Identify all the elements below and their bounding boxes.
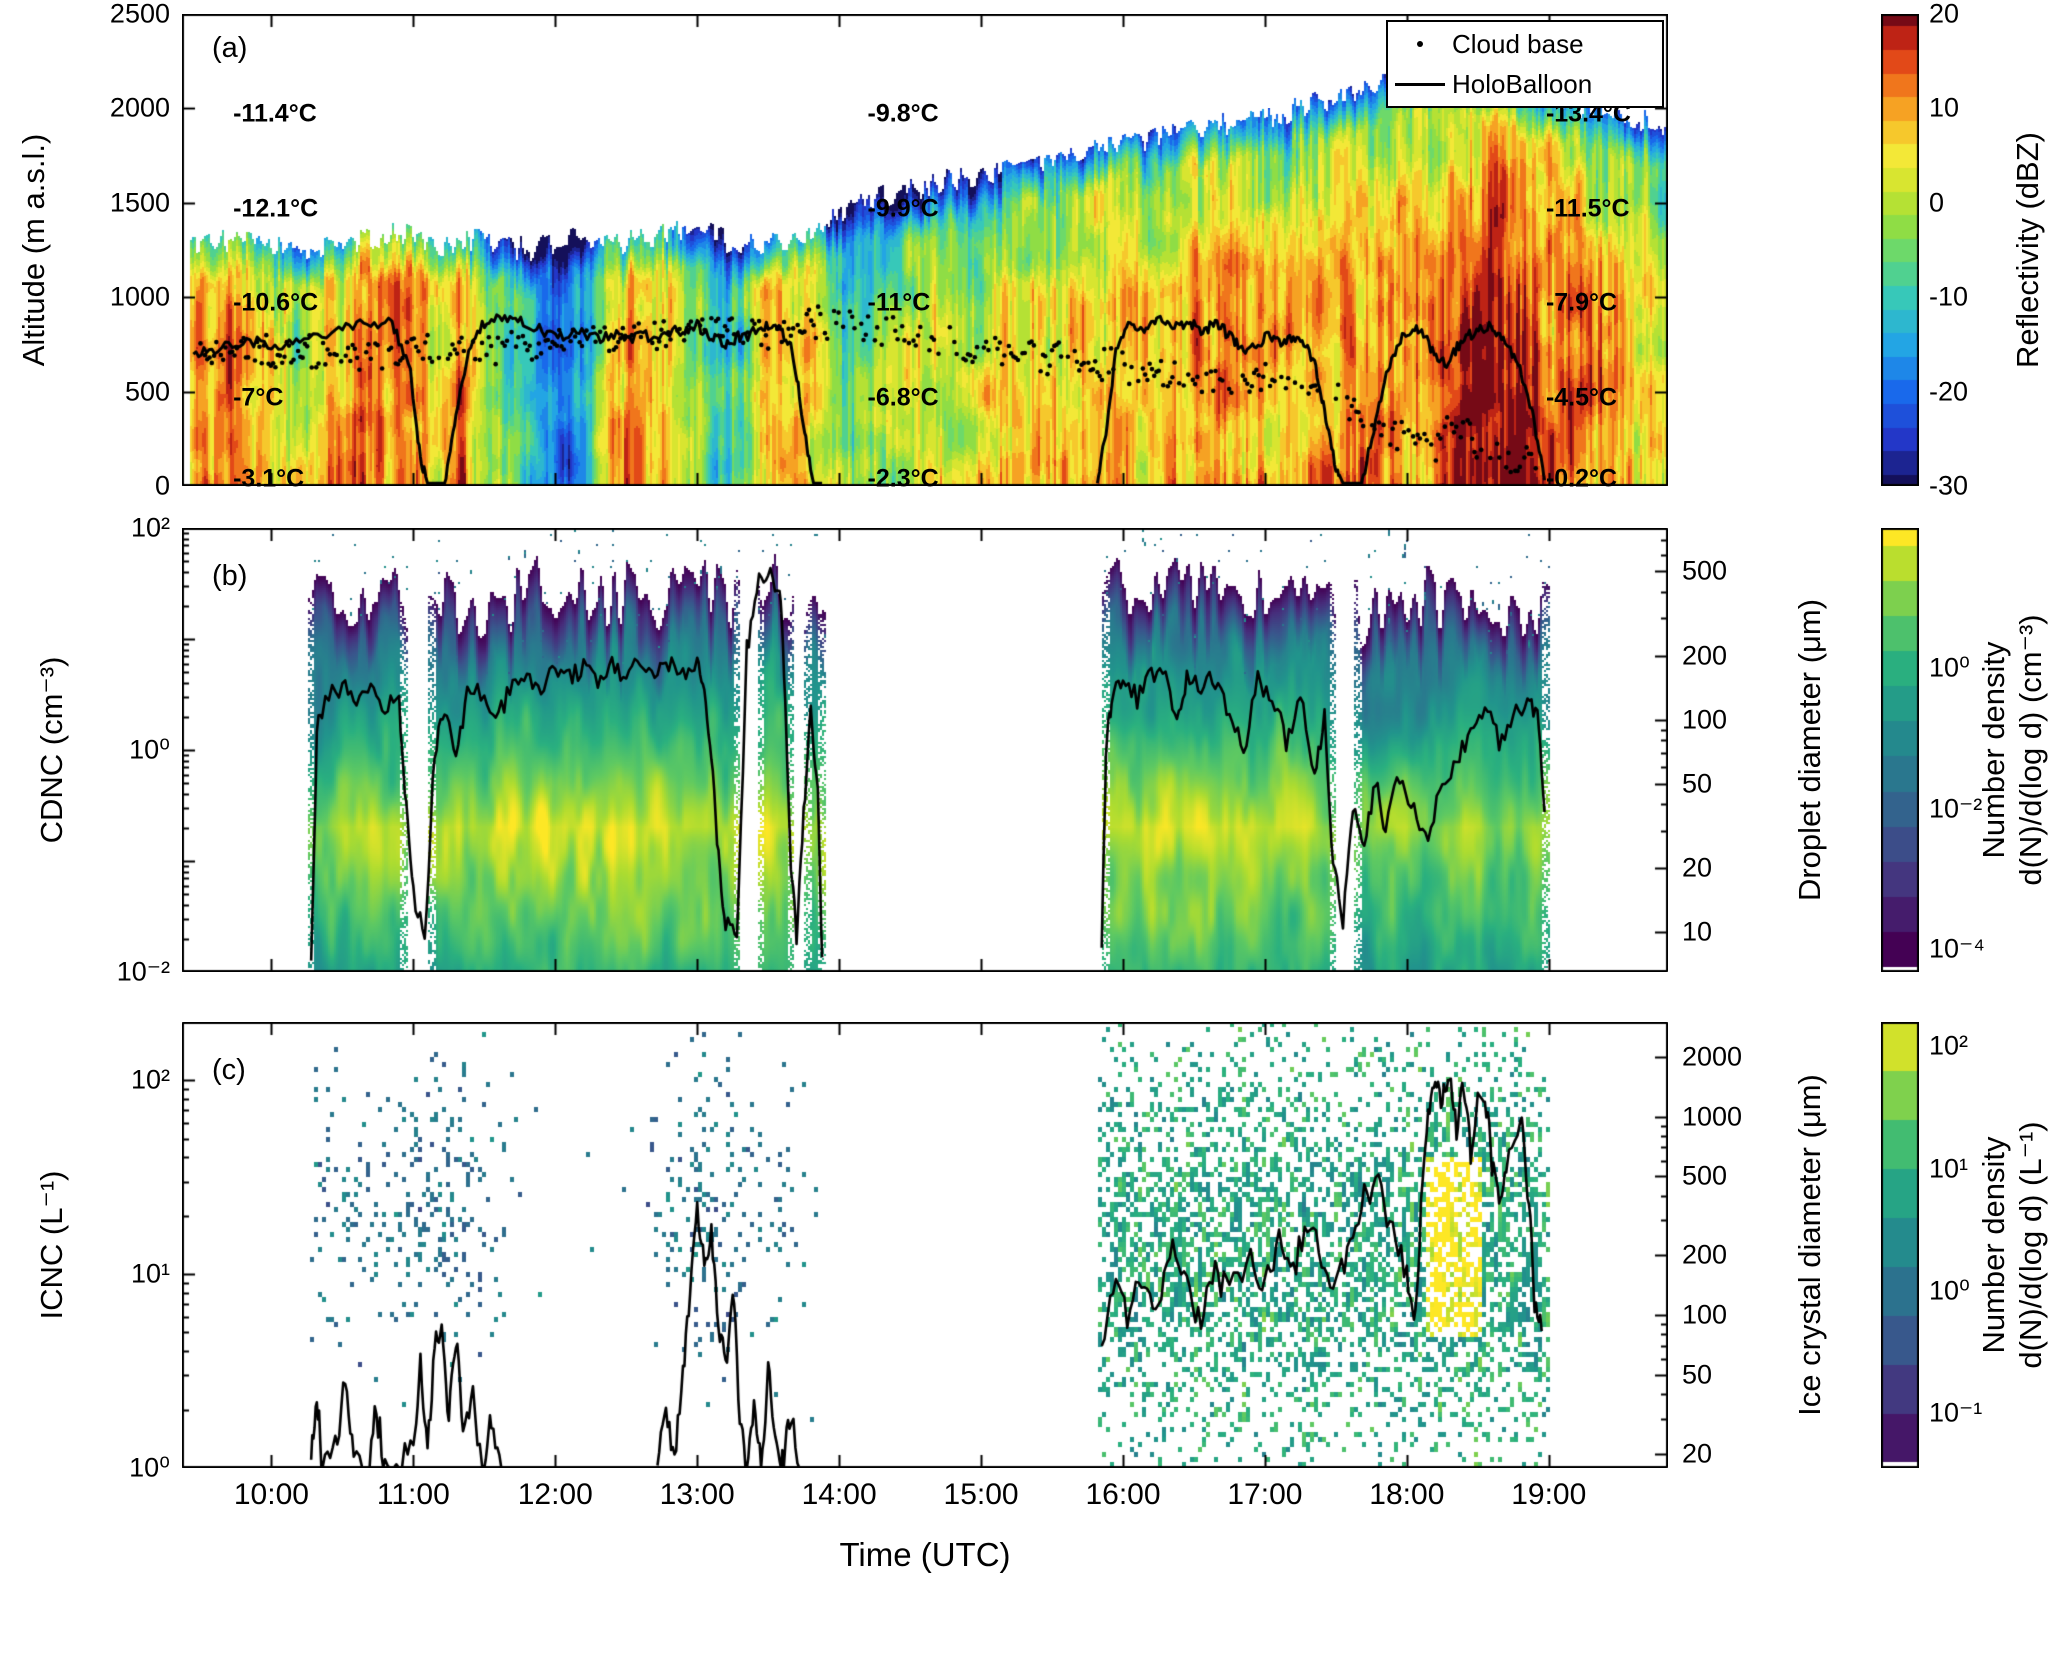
reflectivity-colorbar-tick-label: 0 bbox=[1929, 187, 1945, 218]
temperature-annotation: -3.1°C bbox=[233, 464, 305, 493]
ice-diameter-tick-label: 20 bbox=[1682, 1438, 1713, 1469]
ice-crystal-diameter-axis-label: Ice crystal diameter (μm) bbox=[1792, 1074, 1827, 1416]
droplet-diameter-tick-label: 500 bbox=[1682, 555, 1728, 586]
droplet-diameter-tick-label: 20 bbox=[1682, 852, 1713, 883]
panel-a-tag: (a) bbox=[212, 32, 248, 64]
icnc-tick-label: 10¹ bbox=[130, 1258, 170, 1289]
altitude-tick-label: 1500 bbox=[109, 187, 170, 218]
time-tick-label: 10:00 bbox=[233, 1478, 309, 1511]
droplet-colorbar-tick-label: 10⁻² bbox=[1929, 793, 1983, 824]
time-tick-label: 14:00 bbox=[801, 1478, 877, 1511]
ice-colorbar-label-line1: Number density bbox=[1976, 1136, 2011, 1354]
ice-crystal-distribution-heatmap bbox=[182, 1022, 1668, 1468]
time-tick-label: 15:00 bbox=[943, 1478, 1019, 1511]
time-axis-label: Time (UTC) bbox=[839, 1536, 1011, 1573]
temperature-annotation: -11.5°C bbox=[1545, 194, 1630, 223]
ice-colorbar-tick-label: 10² bbox=[1929, 1030, 1969, 1061]
ice-colorbar-tick-label: 10⁻¹ bbox=[1929, 1397, 1983, 1428]
ice-diameter-tick-label: 500 bbox=[1682, 1160, 1728, 1191]
reflectivity-colorbar-tick-label: 20 bbox=[1929, 0, 1960, 29]
droplet-distribution-heatmap bbox=[182, 528, 1668, 972]
ice-diameter-tick-label: 1000 bbox=[1682, 1101, 1743, 1132]
time-tick-label: 19:00 bbox=[1511, 1478, 1587, 1511]
droplet-colorbar-label-line2: d(N)/d(log d) (cm⁻³) bbox=[2013, 614, 2048, 886]
temperature-annotation: -7°C bbox=[233, 383, 284, 412]
reflectivity-colorbar-tick-label: 10 bbox=[1929, 92, 1960, 123]
time-tick-label: 12:00 bbox=[517, 1478, 593, 1511]
altitude-tick-label: 0 bbox=[154, 470, 170, 501]
reflectivity-colorbar-label: Reflectivity (dBZ) bbox=[2010, 132, 2045, 368]
time-tick-label: 11:00 bbox=[376, 1478, 450, 1511]
droplet-diameter-tick-label: 10 bbox=[1682, 916, 1713, 947]
cloud-base-dot-marker bbox=[1388, 41, 1452, 47]
reflectivity-colorbar-tick-label: -10 bbox=[1929, 281, 1969, 312]
icnc-tick-label: 10² bbox=[130, 1064, 170, 1095]
temperature-annotation: -12.1°C bbox=[233, 194, 319, 223]
cdnc-axis-label: CDNC (cm⁻³) bbox=[34, 656, 69, 844]
droplet-colorbar-tick-label: 10⁻⁴ bbox=[1929, 933, 1985, 964]
legend: Cloud base HoloBalloon bbox=[1386, 20, 1664, 108]
droplet-number-density-colorbar bbox=[1881, 528, 1919, 972]
legend-item-cloud-base: Cloud base bbox=[1388, 25, 1662, 63]
time-tick-label: 18:00 bbox=[1369, 1478, 1445, 1511]
ice-diameter-tick-label: 100 bbox=[1682, 1299, 1728, 1330]
temperature-annotation: -9.8°C bbox=[867, 99, 939, 128]
droplet-colorbar-label-line1: Number density bbox=[1976, 641, 2011, 859]
ice-colorbar-tick-label: 10¹ bbox=[1929, 1153, 1969, 1184]
temperature-annotation: -10.6°C bbox=[233, 288, 319, 317]
temperature-annotation: -7.9°C bbox=[1545, 288, 1618, 317]
temperature-annotation: -11°C bbox=[867, 288, 931, 317]
ice-number-density-colorbar bbox=[1881, 1022, 1919, 1468]
legend-holoballoon-label: HoloBalloon bbox=[1452, 68, 1593, 99]
temperature-annotation: -11.4°C bbox=[233, 99, 317, 128]
temperature-annotation: -4.5°C bbox=[1545, 383, 1618, 412]
time-tick-label: 17:00 bbox=[1227, 1478, 1303, 1511]
altitude-tick-label: 2500 bbox=[109, 0, 170, 29]
panel-c-tag: (c) bbox=[212, 1054, 246, 1086]
legend-cloud-base-label: Cloud base bbox=[1452, 28, 1584, 59]
temperature-annotation: -6.8°C bbox=[867, 383, 939, 412]
temperature-annotation: -9.9°C bbox=[867, 194, 939, 223]
ice-colorbar-tick-label: 10⁰ bbox=[1929, 1275, 1970, 1306]
droplet-colorbar-tick-label: 10⁰ bbox=[1929, 652, 1970, 683]
icnc-axis-label: ICNC (L⁻¹) bbox=[34, 1170, 69, 1320]
legend-item-holoballoon: HoloBalloon bbox=[1388, 65, 1662, 103]
altitude-axis-label: Altitude (m a.s.l.) bbox=[16, 133, 51, 367]
altitude-tick-label: 2000 bbox=[109, 92, 170, 123]
reflectivity-colorbar-tick-label: -30 bbox=[1929, 470, 1969, 501]
temperature-annotation: -2.3°C bbox=[867, 464, 939, 493]
droplet-diameter-axis-label: Droplet diameter (μm) bbox=[1792, 598, 1827, 902]
ice-colorbar-label-line2: d(N)/d(log d) (L⁻¹) bbox=[2013, 1121, 2048, 1369]
time-tick-label: 16:00 bbox=[1085, 1478, 1161, 1511]
ice-diameter-tick-label: 2000 bbox=[1682, 1041, 1743, 1072]
droplet-diameter-tick-label: 100 bbox=[1682, 704, 1728, 735]
altitude-tick-label: 1000 bbox=[109, 281, 170, 312]
holoballoon-line-marker bbox=[1388, 82, 1452, 86]
droplet-colorbar-label: Number density d(N)/d(log d) (cm⁻³) bbox=[1975, 614, 2049, 885]
reflectivity-colorbar bbox=[1881, 14, 1919, 486]
ice-diameter-tick-label: 50 bbox=[1682, 1359, 1713, 1390]
droplet-diameter-tick-label: 50 bbox=[1682, 768, 1713, 799]
temperature-annotation: -0.2°C bbox=[1545, 464, 1618, 493]
droplet-diameter-tick-label: 200 bbox=[1682, 640, 1728, 671]
ice-diameter-tick-label: 200 bbox=[1682, 1239, 1728, 1270]
altitude-tick-label: 500 bbox=[124, 376, 170, 407]
time-tick-label: 13:00 bbox=[659, 1478, 735, 1511]
cdnc-tick-label: 10⁻² bbox=[116, 956, 170, 987]
cdnc-tick-label: 10² bbox=[130, 512, 170, 543]
panel-b-tag: (b) bbox=[212, 560, 248, 592]
icnc-tick-label: 10⁰ bbox=[129, 1452, 170, 1483]
cdnc-tick-label: 10⁰ bbox=[129, 734, 170, 765]
reflectivity-colorbar-tick-label: -20 bbox=[1929, 376, 1969, 407]
ice-colorbar-label: Number density d(N)/d(log d) (L⁻¹) bbox=[1975, 1121, 2049, 1368]
